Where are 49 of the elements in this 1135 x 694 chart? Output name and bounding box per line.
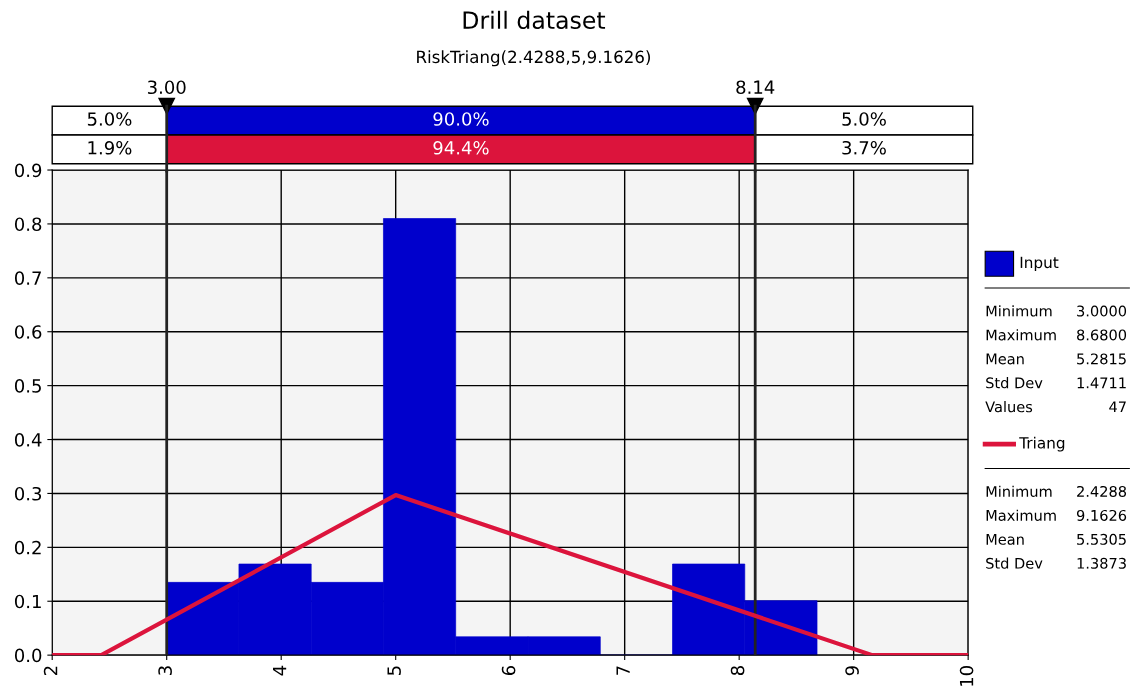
chart-title: Drill dataset [463, 10, 606, 30]
text: Values [985, 401, 1033, 413]
text: 2.4288 [1077, 485, 1127, 497]
text: 3.0000 [1077, 305, 1127, 317]
text: 5.0% [842, 112, 886, 126]
text: Mean [986, 534, 1024, 545]
x-tick-label: 3 [158, 666, 172, 675]
x-tick-label: 7 [616, 666, 630, 675]
text: 9.1626 [1076, 509, 1127, 521]
legend-label: Input [1020, 256, 1059, 272]
x-tick-label: 5 [387, 666, 401, 675]
text: 3.7% [842, 140, 886, 155]
chart-subtitle: RiskTriang(2.4288,5,9.1626) [417, 50, 650, 67]
y-tick-label: 0.9 [14, 163, 42, 178]
text: 47 [1109, 401, 1126, 413]
y-tick-label: 0.3 [14, 486, 42, 501]
ref-line-label: 3.00 [147, 80, 186, 95]
text: 5.2815 [1077, 353, 1126, 365]
text: 8.6800 [1077, 329, 1127, 341]
y-tick-label: 0.4 [14, 432, 42, 447]
text: Maximum [986, 509, 1056, 521]
text: 90.0% [433, 112, 489, 126]
x-tick-label: 2 [43, 666, 58, 676]
text: 1.4711 [1077, 377, 1126, 389]
y-tick-label: 0.8 [14, 217, 42, 232]
text: Mean [986, 353, 1024, 365]
text: Maximum [986, 329, 1056, 341]
y-tick-label: 0.2 [14, 540, 41, 555]
text: Std Dev [986, 557, 1043, 569]
x-tick-label: 10 [959, 666, 974, 686]
text: 5.0% [87, 112, 132, 126]
x-tick-label: 8 [730, 666, 745, 676]
x-tick-label: 9 [845, 666, 859, 676]
y-tick-label: 0.0 [14, 648, 42, 663]
text: 94.4% [433, 140, 489, 155]
text: Minimum [986, 485, 1052, 497]
y-tick-label: 0.5 [14, 379, 41, 393]
y-tick-label: 0.7 [14, 271, 41, 285]
ref-line-label: 8.14 [736, 80, 775, 95]
y-tick-label: 0.6 [14, 325, 42, 339]
legend-label: Triang [1019, 436, 1065, 452]
x-tick-label: 4 [273, 665, 287, 676]
text: 1.3873 [1077, 557, 1126, 569]
y-tick-label: 0.1 [14, 594, 41, 609]
x-tick-label: 6 [501, 666, 516, 676]
text: Minimum [986, 305, 1052, 317]
text: 5.5305 [1077, 533, 1126, 545]
text: Std Dev [986, 377, 1043, 389]
text: 1.9% [88, 140, 132, 155]
